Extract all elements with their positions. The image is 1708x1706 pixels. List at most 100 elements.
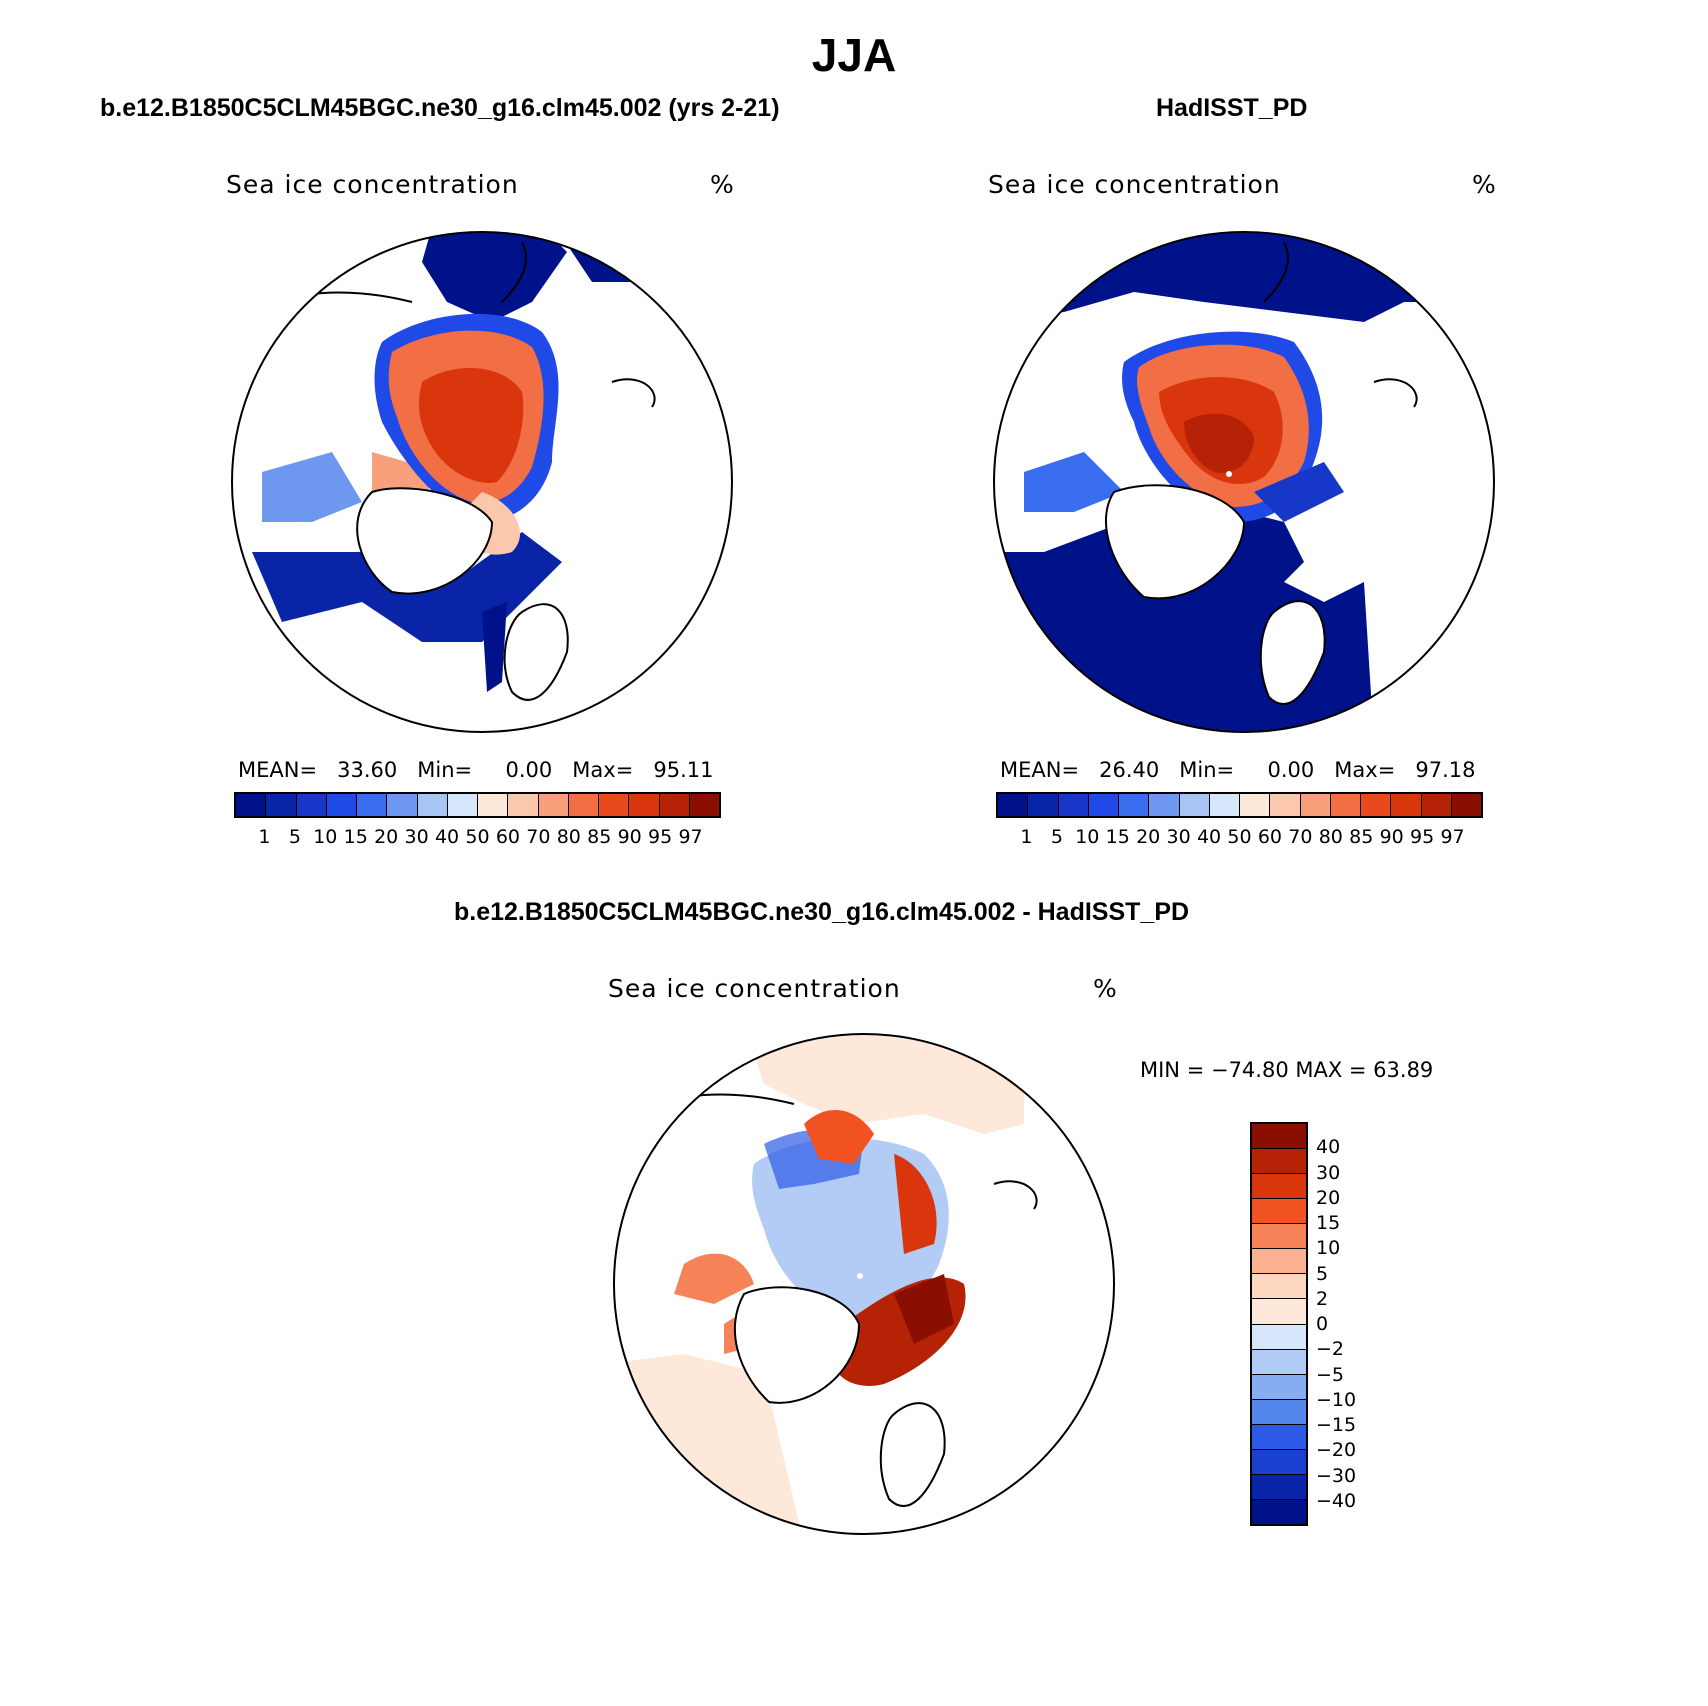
- colorbar-swatch: [296, 794, 327, 816]
- colorbar-swatch: [1252, 1424, 1306, 1450]
- colorbar-tick-label: 2: [1316, 1287, 1329, 1310]
- colorbar-tick-label: 95: [648, 826, 673, 848]
- colorbar-swatch: [266, 794, 297, 816]
- colorbar-tick-label: 97: [678, 826, 703, 848]
- colorbar-tick-label: 85: [1349, 826, 1374, 848]
- panel1-units-label: %: [710, 170, 734, 199]
- colorbar-tick-label: 0: [1316, 1313, 1329, 1335]
- colorbar-swatch: [568, 794, 599, 816]
- colorbar-tick-label: 20: [1136, 826, 1161, 848]
- colorbar-swatch: [689, 794, 719, 816]
- colorbar-tick-label: 10: [313, 826, 338, 848]
- colorbar-swatch: [1209, 794, 1240, 816]
- panel3-colorbar-labels: 40 30 20 15 10 5 2 0 −2 −5 −10 −15 −20 −30 −40: [1316, 1122, 1396, 1526]
- colorbar-swatch: [357, 794, 388, 816]
- colorbar-swatch: [1119, 794, 1150, 816]
- colorbar-swatch: [538, 794, 569, 816]
- panel2-colorbar-labels: 1 5 10 15 20 30 40 50 60 70 80 85 90 95 97: [996, 826, 1483, 850]
- colorbar-swatch: [1252, 1149, 1306, 1175]
- colorbar-tick-label: −20: [1316, 1439, 1357, 1462]
- colorbar-swatch: [998, 794, 1029, 816]
- colorbar-swatch: [236, 794, 267, 816]
- colorbar-tick-label: 60: [495, 826, 521, 848]
- colorbar-tick-label: 85: [587, 826, 612, 848]
- colorbar-swatch: [508, 794, 539, 816]
- colorbar-tick-label: 70: [526, 826, 551, 848]
- colorbar-swatch: [1330, 794, 1361, 816]
- colorbar-tick-label: 50: [465, 826, 490, 848]
- panel3-variable-label: Sea ice concentration: [608, 974, 901, 1003]
- colorbar-swatch: [659, 794, 690, 816]
- colorbar-swatch: [599, 794, 630, 816]
- colorbar-tick-label: 30: [1316, 1161, 1341, 1184]
- colorbar-swatch: [1252, 1399, 1306, 1425]
- colorbar-tick-label: 80: [1318, 826, 1343, 848]
- panel1-case-title: b.e12.B1850C5CLM45BGC.ne30_g16.clm45.002…: [100, 94, 780, 122]
- colorbar-tick-label: 15: [1316, 1212, 1341, 1234]
- panel1-stats: MEAN= 33.60 Min= 0.00 Max= 95.11: [238, 758, 714, 782]
- panel2-variable-label: Sea ice concentration: [988, 170, 1281, 199]
- colorbar-swatch: [1058, 794, 1089, 816]
- colorbar-swatch: [1421, 794, 1452, 816]
- colorbar-swatch: [1252, 1349, 1306, 1375]
- colorbar-tick-label: 80: [556, 826, 581, 848]
- colorbar-swatch: [1361, 794, 1392, 816]
- panel2-colorbar: [996, 792, 1483, 818]
- colorbar-tick-label: 40: [434, 826, 460, 848]
- colorbar-swatch: [1179, 794, 1210, 816]
- colorbar-tick-label: 97: [1440, 826, 1465, 848]
- colorbar-swatch: [387, 794, 418, 816]
- colorbar-tick-label: 5: [288, 826, 301, 848]
- colorbar-tick-label: 20: [1316, 1186, 1341, 1209]
- colorbar-tick-label: 15: [1105, 826, 1130, 848]
- colorbar-tick-label: −15: [1316, 1414, 1357, 1436]
- colorbar-tick-label: 50: [1227, 826, 1252, 848]
- colorbar-tick-label: 40: [1196, 826, 1222, 848]
- colorbar-tick-label: 1: [1020, 826, 1033, 848]
- colorbar-tick-label: 70: [1288, 826, 1313, 848]
- colorbar-tick-label: 10: [1075, 826, 1100, 848]
- colorbar-swatch: [1252, 1324, 1306, 1350]
- colorbar-swatch: [1252, 1449, 1306, 1475]
- colorbar-swatch: [1252, 1224, 1306, 1250]
- colorbar-swatch: [478, 794, 509, 816]
- colorbar-swatch: [1451, 794, 1481, 816]
- colorbar-swatch: [1088, 794, 1119, 816]
- colorbar-swatch: [1240, 794, 1271, 816]
- colorbar-swatch: [326, 794, 357, 816]
- panel3-case-title: b.e12.B1850C5CLM45BGC.ne30_g16.clm45.002…: [454, 898, 1190, 926]
- colorbar-swatch: [1252, 1199, 1306, 1225]
- colorbar-swatch: [447, 794, 478, 816]
- panel3-stats: MIN = −74.80 MAX = 63.89: [1140, 1058, 1434, 1082]
- colorbar-tick-label: 95: [1410, 826, 1435, 848]
- colorbar-swatch: [1252, 1374, 1306, 1400]
- panel2-case-title: HadISST_PD: [1156, 94, 1308, 122]
- figure-title: JJA: [811, 29, 897, 81]
- colorbar-swatch: [1252, 1174, 1306, 1200]
- panel1-colorbar: [234, 792, 721, 818]
- colorbar-tick-label: −10: [1316, 1388, 1357, 1411]
- panel1-polar-map: [231, 231, 733, 733]
- colorbar-tick-label: 40: [1316, 1136, 1341, 1159]
- colorbar-tick-label: 15: [343, 826, 368, 848]
- colorbar-swatch: [1300, 794, 1331, 816]
- colorbar-tick-label: 5: [1050, 826, 1063, 848]
- colorbar-tick-label: 90: [1379, 826, 1404, 848]
- colorbar-tick-label: 30: [404, 826, 429, 848]
- colorbar-swatch: [417, 794, 448, 816]
- colorbar-tick-label: −30: [1316, 1464, 1357, 1487]
- colorbar-tick-label: 90: [617, 826, 642, 848]
- colorbar-tick-label: 10: [1316, 1237, 1341, 1260]
- colorbar-swatch: [1252, 1274, 1306, 1300]
- colorbar-tick-label: 5: [1316, 1262, 1329, 1285]
- colorbar-tick-label: −5: [1316, 1363, 1345, 1386]
- colorbar-swatch: [1391, 794, 1422, 816]
- colorbar-swatch: [629, 794, 660, 816]
- colorbar-tick-label: −40: [1316, 1489, 1357, 1512]
- colorbar-swatch: [1252, 1249, 1306, 1275]
- colorbar-tick-label: 30: [1166, 826, 1191, 848]
- panel1-colorbar-labels: 1 5 10 15 20 30 40 50 60 70 80 85 90 95 97: [234, 826, 721, 850]
- colorbar-swatch: [1252, 1499, 1306, 1524]
- panel3-colorbar: [1250, 1122, 1308, 1526]
- colorbar-swatch: [1252, 1124, 1306, 1150]
